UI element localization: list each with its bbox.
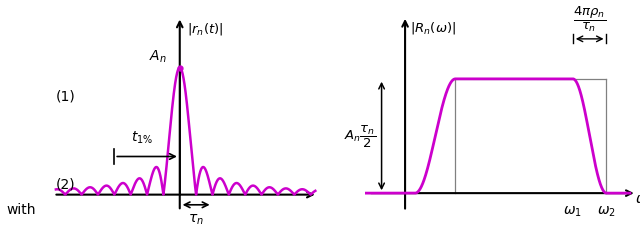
Text: $|R_n(\omega)|$: $|R_n(\omega)|$ <box>410 20 456 36</box>
Text: $A_n$: $A_n$ <box>149 48 167 64</box>
Text: $\tau_n$: $\tau_n$ <box>188 212 204 225</box>
Text: $\omega$: $\omega$ <box>635 191 640 205</box>
Text: $\dfrac{4\pi\rho_n}{\tau_n}$: $\dfrac{4\pi\rho_n}{\tau_n}$ <box>573 5 606 34</box>
Text: $\omega_2$: $\omega_2$ <box>597 203 616 218</box>
Text: $A_n\dfrac{\tau_n}{2}$: $A_n\dfrac{\tau_n}{2}$ <box>344 123 376 149</box>
Text: with: with <box>6 202 36 216</box>
Text: (2): (2) <box>56 176 76 190</box>
Text: $|r_n(t)|$: $|r_n(t)|$ <box>187 21 223 37</box>
Text: $\omega_1$: $\omega_1$ <box>563 203 582 218</box>
Text: $t_{1\%}$: $t_{1\%}$ <box>131 129 154 145</box>
Text: (1): (1) <box>56 89 76 103</box>
